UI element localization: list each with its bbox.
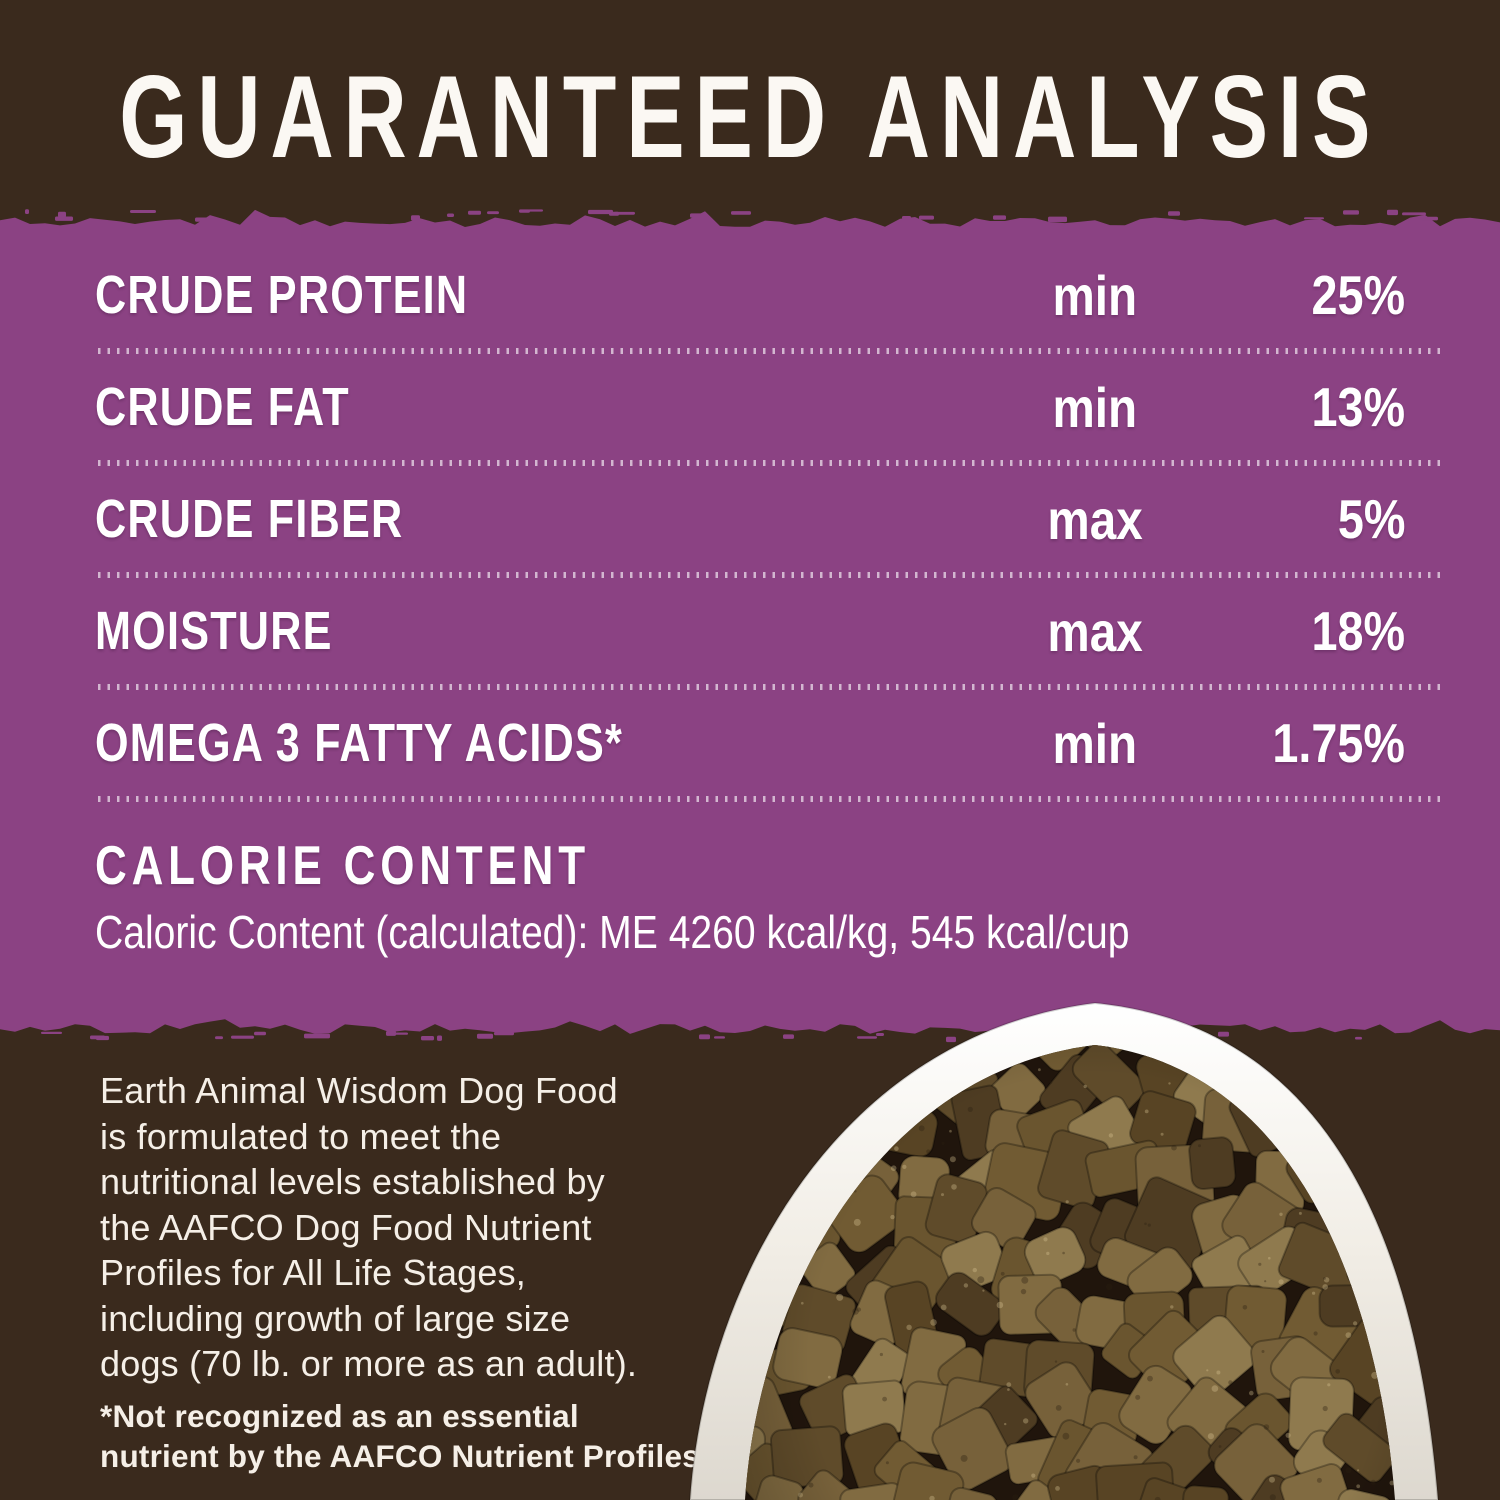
footnote-line: nutrient by the AAFCO Nutrient Profiles <box>100 1438 700 1474</box>
nutrient-qualifier: max <box>1047 487 1143 551</box>
statement-line: Earth Animal Wisdom Dog Food <box>100 1070 618 1111</box>
nutrient-value: 5% <box>1337 488 1405 550</box>
guaranteed-analysis-panel: CRUDE PROTEIN min 25% CRUDE FAT min 13% … <box>0 210 1500 1036</box>
dotted-divider <box>98 684 1443 690</box>
dotted-divider <box>98 572 1443 578</box>
nutrient-qualifier: min <box>1052 263 1138 327</box>
nutrient-label: CRUDE PROTEIN <box>95 265 469 325</box>
footnote: *Not recognized as an essential nutrient … <box>100 1396 780 1476</box>
analysis-row: MOISTURE max 18% <box>95 578 1405 684</box>
header: GUARANTEED ANALYSIS <box>0 0 1500 215</box>
dotted-divider <box>98 796 1443 802</box>
analysis-row: CRUDE FAT min 13% <box>95 354 1405 460</box>
analysis-table: CRUDE PROTEIN min 25% CRUDE FAT min 13% … <box>95 242 1443 802</box>
statement-line: dogs (70 lb. or more as an adult). <box>100 1343 638 1384</box>
nutrient-value: 25% <box>1311 264 1405 326</box>
nutrient-value: 1.75% <box>1272 712 1405 774</box>
nutrient-value: 13% <box>1311 376 1405 438</box>
dog-food-bowl-photo <box>688 1001 1440 1500</box>
statement-line: including growth of large size <box>100 1297 571 1339</box>
calorie-content-heading: CALORIE CONTENT <box>95 834 590 896</box>
nutrient-label: MOISTURE <box>95 601 333 661</box>
dotted-divider <box>98 460 1443 466</box>
statement-line: nutritional levels established by <box>100 1161 605 1202</box>
analysis-row: CRUDE FIBER max 5% <box>95 466 1405 572</box>
footnote-line: *Not recognized as an essential <box>100 1398 579 1434</box>
nutrient-label: OMEGA 3 FATTY ACIDS* <box>95 713 624 773</box>
dotted-divider <box>98 348 1443 354</box>
aafco-statement: Earth Animal Wisdom Dog Food is formulate… <box>100 1068 780 1387</box>
analysis-row: CRUDE PROTEIN min 25% <box>95 242 1405 348</box>
page-title: GUARANTEED ANALYSIS <box>119 51 1381 182</box>
caloric-content-line: Caloric Content (calculated): ME 4260 kc… <box>95 906 1130 958</box>
nutrient-qualifier: max <box>1047 599 1143 663</box>
statement-line: Profiles for All Life Stages, <box>100 1252 527 1293</box>
analysis-row: OMEGA 3 FATTY ACIDS* min 1.75% <box>95 690 1405 796</box>
nutrient-qualifier: min <box>1052 375 1138 439</box>
nutrient-value: 18% <box>1311 600 1405 662</box>
torn-edge-top <box>0 206 1500 227</box>
nutrient-label: CRUDE FAT <box>95 377 350 437</box>
nutrient-label: CRUDE FIBER <box>95 489 404 549</box>
bowl-inner-shadow <box>745 1045 1395 1500</box>
statement-line: the AAFCO Dog Food Nutrient <box>100 1206 592 1248</box>
nutrient-qualifier: min <box>1052 711 1138 775</box>
statement-line: is formulated to meet the <box>100 1115 502 1157</box>
